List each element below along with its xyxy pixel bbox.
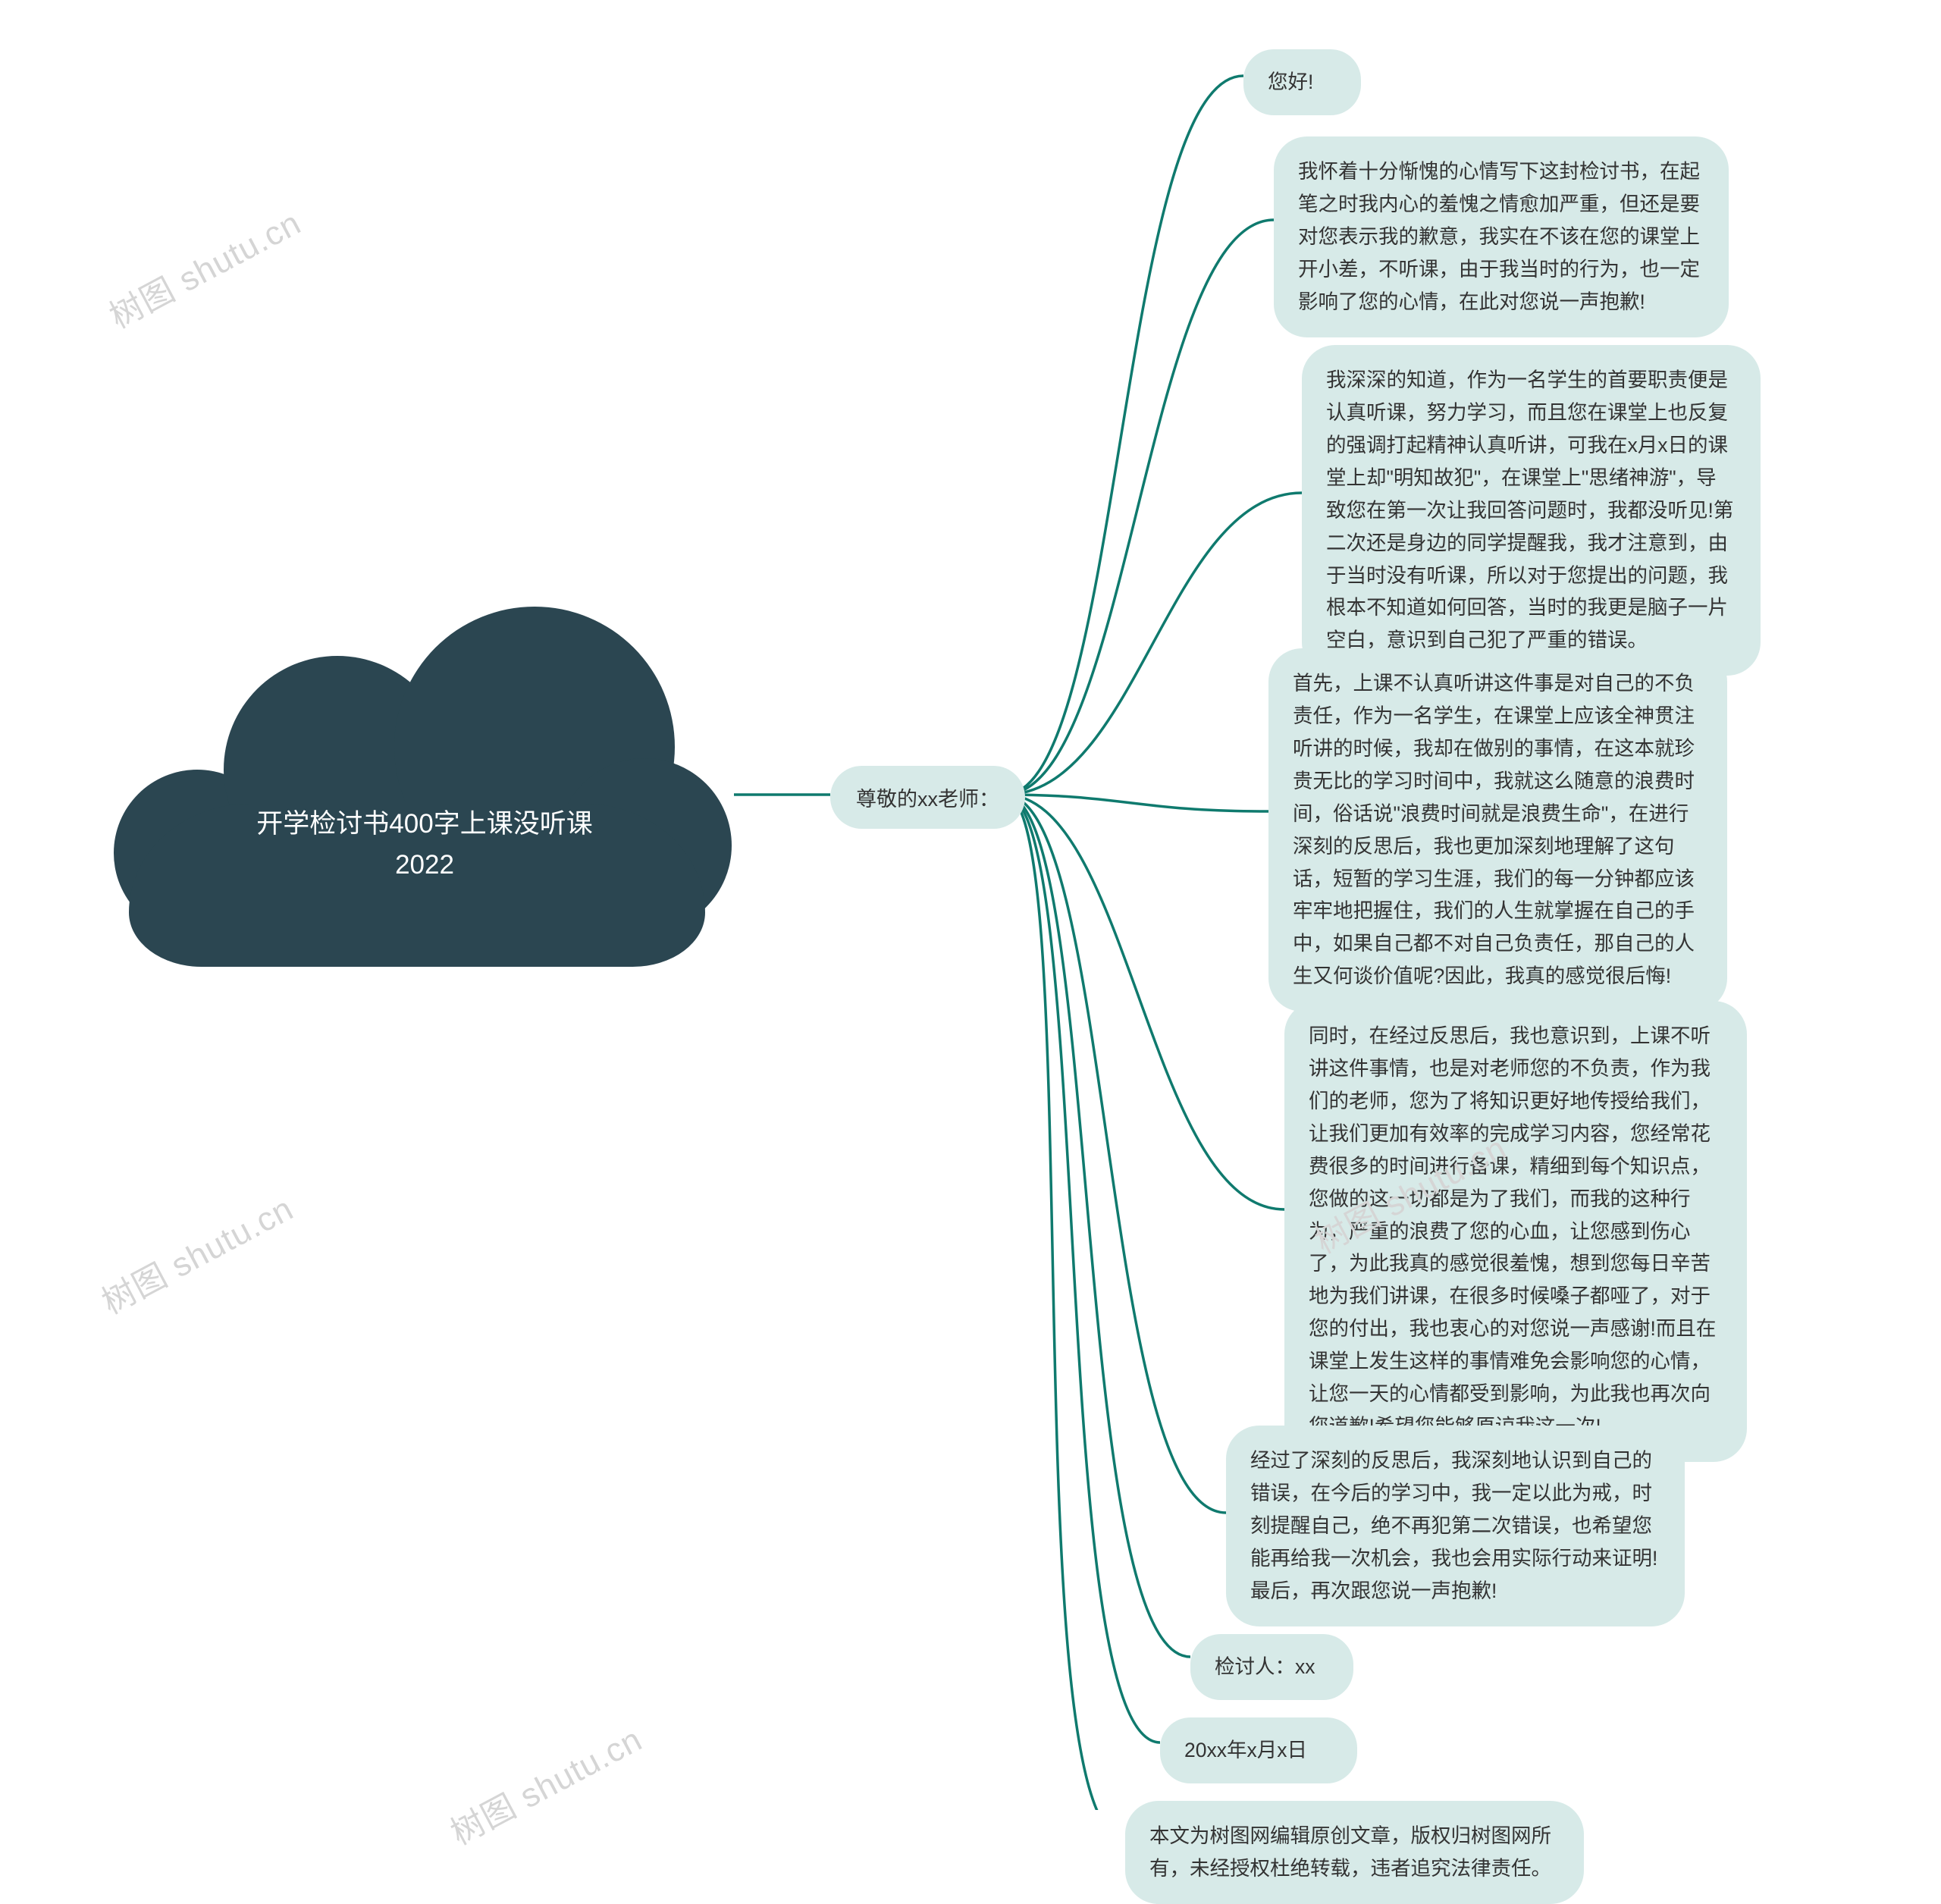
leaf-node-awareness[interactable]: 我深深的知道，作为一名学生的首要职责便是认真听课，努力学习，而且您在课堂上也反复… bbox=[1302, 345, 1761, 676]
leaf-node-greeting[interactable]: 您好! bbox=[1243, 49, 1361, 115]
edge-level2-leaf1 bbox=[1005, 76, 1243, 795]
root-label: 开学检讨书400字上课没听课2022 bbox=[227, 804, 622, 886]
leaf-text: 本文为树图网编辑原创文章，版权归树图网所有，未经授权杜绝转载，违者追究法律责任。 bbox=[1149, 1824, 1551, 1880]
edge-level2-leaf3 bbox=[1005, 493, 1302, 795]
branch-node-teacher[interactable]: 尊敬的xx老师： bbox=[830, 766, 1025, 829]
leaf-text: 20xx年x月x日 bbox=[1184, 1739, 1307, 1761]
leaf-text: 经过了深刻的反思后，我深刻地认识到自己的错误，在今后的学习中，我一定以此为戒，时… bbox=[1250, 1449, 1657, 1602]
mindmap-canvas: 开学检讨书400字上课没听课2022 尊敬的xx老师： 您好! 我怀着十分惭愧的… bbox=[0, 0, 1941, 1810]
leaf-node-meanwhile[interactable]: 同时，在经过反思后，我也意识到，上课不听讲这件事情，也是对老师您的不负责，作为我… bbox=[1284, 1001, 1747, 1462]
root-node[interactable]: 开学检讨书400字上课没听课2022 bbox=[91, 607, 735, 971]
leaf-node-copyright[interactable]: 本文为树图网编辑原创文章，版权归树图网所有，未经授权杜绝转载，违者追究法律责任。 bbox=[1125, 1801, 1584, 1904]
watermark: 树图 shutu.cn bbox=[99, 196, 308, 338]
leaf-text: 检讨人：xx bbox=[1215, 1655, 1315, 1678]
edge-level2-leaf7 bbox=[1005, 795, 1190, 1657]
leaf-text: 我深深的知道，作为一名学生的首要职责便是认真听课，努力学习，而且您在课堂上也反复… bbox=[1326, 369, 1733, 651]
watermark: 树图 shutu.cn bbox=[441, 1713, 649, 1855]
watermark: 树图 shutu.cn bbox=[92, 1182, 300, 1324]
edge-level2-leaf4 bbox=[1005, 795, 1268, 811]
branch-label: 尊敬的xx老师： bbox=[856, 788, 999, 811]
leaf-node-apology[interactable]: 我怀着十分惭愧的心情写下这封检讨书，在起笔之时我内心的羞愧之情愈加严重，但还是要… bbox=[1274, 136, 1729, 337]
leaf-node-date[interactable]: 20xx年x月x日 bbox=[1160, 1717, 1357, 1783]
leaf-text: 您好! bbox=[1268, 71, 1313, 93]
leaf-text: 首先，上课不认真听讲这件事是对自己的不负责任，作为一名学生，在课堂上应该全神贯注… bbox=[1293, 672, 1695, 987]
edge-level2-leaf8 bbox=[1005, 795, 1160, 1742]
edge-level2-leaf6 bbox=[1005, 795, 1226, 1513]
leaf-node-reflection[interactable]: 经过了深刻的反思后，我深刻地认识到自己的错误，在今后的学习中，我一定以此为戒，时… bbox=[1226, 1426, 1685, 1626]
leaf-node-first[interactable]: 首先，上课不认真听讲这件事是对自己的不负责任，作为一名学生，在课堂上应该全神贯注… bbox=[1268, 648, 1727, 1012]
edge-level2-leaf5 bbox=[1005, 795, 1284, 1209]
edge-level2-leaf9 bbox=[1005, 795, 1125, 1810]
leaf-text: 同时，在经过反思后，我也意识到，上课不听讲这件事情，也是对老师您的不负责，作为我… bbox=[1309, 1024, 1716, 1438]
leaf-text: 我怀着十分惭愧的心情写下这封检讨书，在起笔之时我内心的羞愧之情愈加严重，但还是要… bbox=[1298, 160, 1700, 313]
leaf-node-signer[interactable]: 检讨人：xx bbox=[1190, 1634, 1353, 1700]
edge-level2-leaf2 bbox=[1005, 220, 1274, 795]
